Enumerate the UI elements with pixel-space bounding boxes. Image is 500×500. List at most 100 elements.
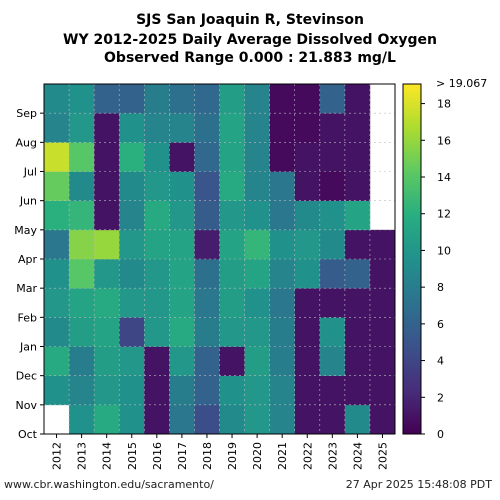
heatmap-cell-2016-jan (144, 317, 170, 347)
heatmap-cell-2019-jun (219, 171, 245, 201)
x-tick-label-2012: 2012 (51, 442, 64, 470)
heatmap-cell-2019-nov (219, 375, 245, 406)
colorbar-tick-label-0: 0 (437, 428, 444, 441)
x-tick-label-2019: 2019 (226, 442, 239, 470)
x-tick-label-2016: 2016 (151, 442, 164, 470)
heatmap-cell-2013-nov (69, 375, 95, 406)
x-tick-label-2023: 2023 (326, 442, 339, 470)
heatmap-cell-2012-mar (44, 259, 70, 289)
heatmap-cell-2014-nov (94, 375, 120, 406)
heatmap-cell-2019-dec (219, 346, 245, 376)
heatmap-cell-2012-feb (44, 288, 70, 318)
heatmap-cell-2020-mar (244, 259, 270, 289)
heatmap-cell-2021-jan (269, 317, 296, 347)
heatmap-cell-2025-dec (369, 346, 396, 376)
heatmap-cell-2020-may (244, 200, 270, 231)
heatmap-cell-2022-jul (294, 142, 321, 172)
heatmap-cell-2012-jul (44, 142, 70, 172)
heatmap-cell-2023-jun (319, 171, 346, 201)
heatmap-cell-2013-mar (69, 259, 95, 289)
heatmap-cell-2018-may (194, 200, 220, 231)
heatmap-cell-2022-mar (294, 259, 321, 289)
heatmap-cell-2025-nov (369, 375, 396, 406)
y-tick-label-mar: Mar (16, 282, 37, 295)
heatmap-cell-2013-oct (69, 404, 95, 435)
heatmap-cell-2013-jan (69, 317, 95, 347)
heatmap-cell-2024-feb (344, 288, 371, 318)
colorbar-tick-label-6: 6 (437, 318, 444, 331)
y-tick-label-jul: Jul (23, 166, 37, 179)
heatmap-cell-2021-feb (269, 288, 296, 318)
heatmap-cell-2015-dec (119, 346, 145, 376)
heatmap-cell-2023-mar (319, 259, 346, 289)
heatmap-cell-2015-jul (119, 142, 145, 172)
heatmap-cell-2024-oct (344, 404, 371, 435)
heatmap-cell-2022-jun (294, 171, 321, 201)
heatmap-cell-2019-apr (219, 229, 245, 260)
heatmap-cell-2023-oct (319, 404, 346, 435)
heatmap-cells (44, 84, 396, 435)
heatmap-cell-2016-jul (144, 142, 170, 172)
heatmap-cell-2019-oct (219, 404, 245, 435)
heatmap-cell-2015-aug (119, 113, 145, 143)
heatmap-cell-2020-aug (244, 113, 270, 143)
heatmap-cell-2024-dec (344, 346, 371, 376)
heatmap-cell-2013-may (69, 200, 95, 231)
y-tick-label-jun: Jun (19, 195, 37, 208)
x-tick-label-2015: 2015 (126, 442, 139, 470)
heatmap-cell-2021-apr (269, 229, 296, 260)
heatmap-cell-2018-mar (194, 259, 220, 289)
heatmap-cell-2016-nov (144, 375, 170, 406)
heatmap-cell-2020-sep (244, 84, 270, 114)
heatmap-cell-2025-mar (369, 259, 396, 289)
y-tick-label-apr: Apr (18, 253, 38, 266)
heatmap-cell-2023-nov (319, 375, 346, 406)
heatmap-cell-2023-apr (319, 229, 346, 260)
heatmap-cell-2024-mar (344, 259, 371, 289)
heatmap-cell-2013-apr (69, 229, 95, 260)
colorbar-axis: 0 2 4 6 8 10 12 14 16 18 > 19.067 (421, 77, 487, 441)
heatmap-cell-2022-dec (294, 346, 321, 376)
heatmap-cell-2022-may (294, 200, 321, 231)
y-tick-label-feb: Feb (18, 311, 37, 324)
heatmap-cell-2017-may (169, 200, 195, 231)
chart-title-line-1: SJS San Joaquin R, Stevinson (136, 12, 364, 28)
heatmap-cell-2021-nov (269, 375, 296, 406)
heatmap-cell-2013-sep (69, 84, 95, 114)
colorbar (402, 83, 422, 435)
footer-url[interactable]: www.cbr.washington.edu/sacramento/ (4, 478, 214, 491)
heatmap-cell-2021-mar (269, 259, 296, 289)
heatmap-cell-2016-jun (144, 171, 170, 201)
heatmap-cell-2013-dec (69, 346, 95, 376)
colorbar-tick-label-2: 2 (437, 391, 444, 404)
heatmap-cell-2017-aug (169, 113, 195, 143)
x-tick-label-2017: 2017 (176, 442, 189, 470)
colorbar-tick-label-4: 4 (437, 355, 444, 368)
heatmap-cell-2016-oct (144, 404, 170, 435)
heatmap-cell-2015-jan (119, 317, 145, 347)
heatmap-cell-2019-mar (219, 259, 245, 289)
heatmap-cell-2025-jan (369, 317, 396, 347)
heatmap-cell-2021-jul (269, 142, 296, 172)
heatmap-cell-2013-aug (69, 113, 95, 143)
heatmap-cell-2014-may (94, 200, 120, 231)
heatmap-cell-2023-may (319, 200, 346, 231)
heatmap-cell-2024-jan (344, 317, 371, 347)
heatmap-cell-2022-oct (294, 404, 321, 435)
y-axis: Oct Nov Dec Jan Feb Mar Apr May Jun Jul Aug Sep (14, 107, 44, 441)
heatmap-cell-2015-may (119, 200, 145, 231)
heatmap-cell-2013-jul (69, 142, 95, 172)
heatmap-cell-2025-feb (369, 288, 396, 318)
heatmap-cell-2015-nov (119, 375, 145, 406)
heatmap-cell-2020-jul (244, 142, 270, 172)
heatmap-cell-2021-dec (269, 346, 296, 376)
heatmap-cell-2021-aug (269, 113, 296, 143)
y-tick-label-sep: Sep (16, 107, 37, 120)
heatmap-cell-2015-jun (119, 171, 145, 201)
heatmap-cell-2018-feb (194, 288, 220, 318)
heatmap-cell-2023-jul (319, 142, 346, 172)
chart-title-line-2: WY 2012-2025 Daily Average Dissolved Oxy… (63, 32, 437, 48)
heatmap-cell-2024-sep (344, 84, 371, 114)
heatmap-cell-2015-apr (119, 229, 145, 260)
x-tick-label-2020: 2020 (251, 442, 264, 470)
